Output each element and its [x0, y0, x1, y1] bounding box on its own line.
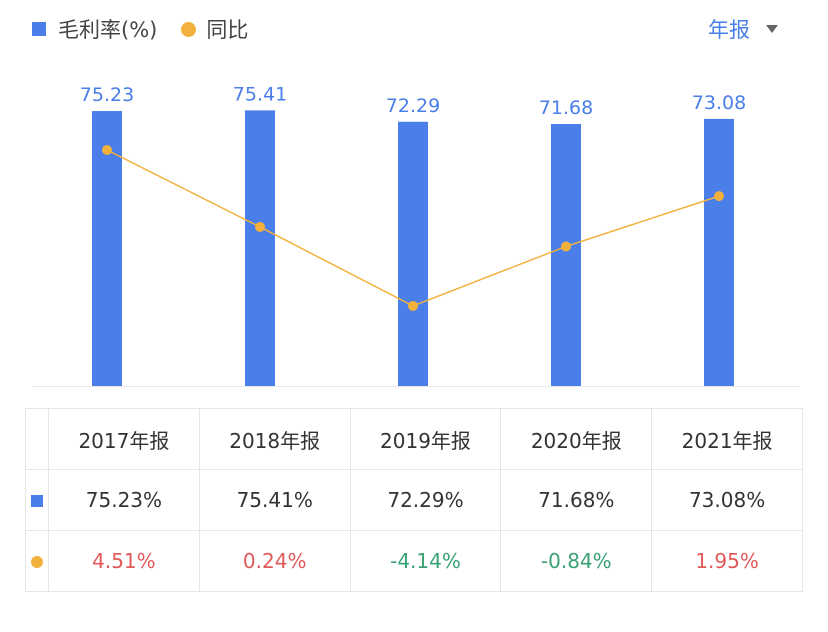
yoy-point: [714, 191, 724, 202]
bar-series-marker: [31, 495, 43, 507]
legend-bar-label: 毛利率(%): [58, 18, 158, 42]
bar: [398, 121, 428, 386]
value-cell: 75.41%: [198, 469, 351, 531]
header-cell: 2021年报: [651, 408, 803, 470]
period-label: 年报: [708, 18, 750, 42]
data-table: 2017年报 2018年报 2019年报 2020年报 2021年报 75.23…: [25, 408, 803, 592]
header-cell: 2020年报: [500, 408, 653, 470]
legend-line-label: 同比: [206, 18, 249, 42]
legend-bar-swatch: [32, 22, 46, 36]
bar-data-label: 75.41: [233, 83, 287, 105]
bar: [92, 111, 122, 386]
value-cell: 75.23%: [48, 469, 200, 531]
header-cell: 2018年报: [198, 408, 351, 470]
chart: 75.23 75.41 72.29 71.68 73.08: [32, 83, 800, 387]
line-series-marker: [31, 556, 43, 568]
header-cell: 2017年报: [48, 408, 200, 470]
legend: 毛利率(%) 同比: [32, 14, 248, 44]
bar-data-label: 72.29: [386, 95, 440, 117]
yoy-point: [408, 300, 418, 311]
value-cell: 73.08%: [651, 469, 803, 531]
table-header-row: 2017年报 2018年报 2019年报 2020年报 2021年报: [25, 408, 803, 470]
yoy-cell: -0.84%: [500, 530, 653, 592]
table-row-yoy: 4.51% 0.24% -4.14% -0.84% 1.95%: [25, 530, 803, 592]
value-cell: 71.68%: [500, 469, 653, 531]
table-row-gross-margin: 75.23% 75.41% 72.29% 71.68% 73.08%: [25, 469, 803, 531]
bar: [551, 124, 581, 387]
bar-data-label: 73.08: [692, 92, 746, 114]
yoy-point: [102, 144, 112, 155]
header-cell: 2019年报: [349, 408, 502, 470]
yoy-cell: 0.24%: [198, 530, 351, 592]
value-cell: 72.29%: [349, 469, 502, 531]
yoy-cell: 4.51%: [48, 530, 200, 592]
yoy-point: [561, 241, 571, 252]
bar-data-label: 75.23: [80, 84, 134, 106]
legend-line-swatch: [181, 21, 197, 37]
period-dropdown[interactable]: 年报: [708, 14, 778, 44]
yoy-cell: -4.14%: [349, 530, 502, 592]
yoy-point: [255, 221, 265, 232]
caret-down-icon: [766, 25, 778, 33]
yoy-cell: 1.95%: [651, 530, 803, 592]
bar: [245, 110, 275, 386]
bar: [704, 118, 734, 386]
bar-data-label: 71.68: [539, 97, 593, 119]
